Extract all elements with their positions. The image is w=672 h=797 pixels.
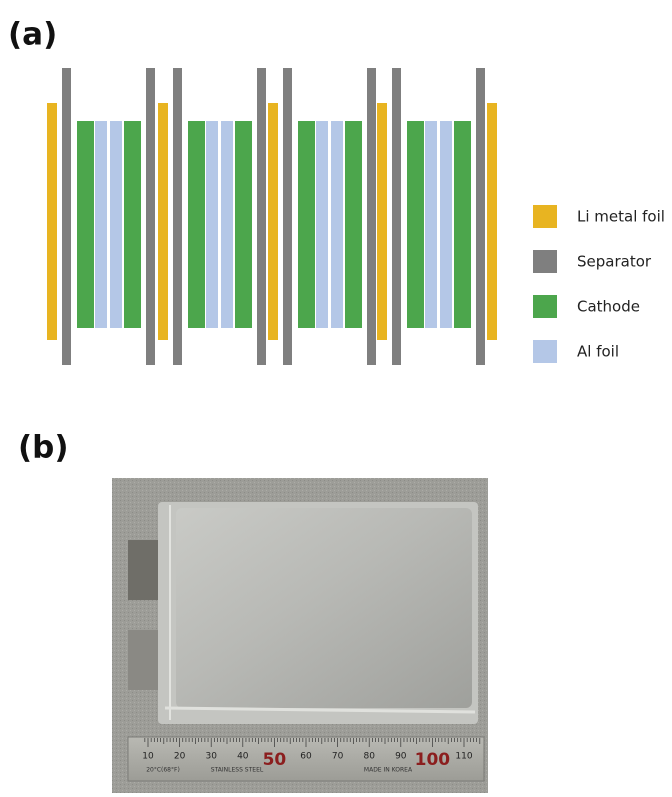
separator: [367, 68, 376, 365]
legend-swatch: [533, 340, 557, 363]
legend-label: Li metal foil: [577, 208, 665, 226]
li-foil: [487, 103, 497, 340]
cathode: [77, 121, 94, 328]
cathode: [345, 121, 362, 328]
separator: [257, 68, 266, 365]
li-foil: [158, 103, 168, 340]
cathode: [188, 121, 205, 328]
separator: [476, 68, 485, 365]
cathode: [454, 121, 471, 328]
ruler-number: 10: [142, 752, 154, 762]
al-foil: [206, 121, 218, 328]
panel-label: (a): [8, 17, 57, 53]
ruler-number: 20: [174, 752, 186, 762]
legend-swatch: [533, 295, 557, 318]
al-foil: [110, 121, 122, 328]
separator: [146, 68, 155, 365]
ruler-number: 60: [300, 752, 312, 762]
cell-stack: [47, 68, 497, 365]
ruler-text: STAINLESS STEEL: [211, 767, 264, 774]
li-foil: [47, 103, 57, 340]
legend-label: Cathode: [577, 298, 640, 316]
figure: (a) Li metal foil Separator Cathode Al foil…: [0, 0, 672, 793]
al-foil: [331, 121, 343, 328]
ruler-number: 30: [205, 752, 217, 762]
pouch-body: [176, 508, 472, 708]
ruler-number: 70: [332, 752, 344, 762]
cathode: [235, 121, 252, 328]
legend-swatch: [533, 250, 557, 273]
ruler-number: 80: [363, 752, 375, 762]
cathode: [124, 121, 141, 328]
ruler-text: 20°C(68°F): [146, 767, 180, 774]
legend-label: Al foil: [577, 343, 619, 361]
separator: [62, 68, 71, 365]
al-foil: [316, 121, 328, 328]
panel-label: (b): [18, 430, 69, 466]
photo: 10 20 30 40 50 60 70 80 90 100 110 20°C(68°F) STAINL…: [112, 478, 488, 793]
legend-label: Separator: [577, 253, 652, 271]
ruler-number: 40: [237, 752, 249, 762]
ruler-number: 110: [455, 752, 472, 762]
al-foil: [440, 121, 452, 328]
ruler-number: 50: [263, 750, 287, 770]
al-foil: [425, 121, 437, 328]
cathode: [298, 121, 315, 328]
legend: Li metal foil Separator Cathode Al foil: [533, 205, 665, 363]
li-foil: [377, 103, 387, 340]
li-foil: [268, 103, 278, 340]
al-foil: [221, 121, 233, 328]
ruler-number: 90: [395, 752, 407, 762]
ruler-number: 100: [415, 750, 451, 770]
separator: [392, 68, 401, 365]
al-foil: [95, 121, 107, 328]
ruler-text: MADE IN KOREA: [364, 767, 413, 774]
separator: [173, 68, 182, 365]
cathode: [407, 121, 424, 328]
separator: [283, 68, 292, 365]
legend-swatch: [533, 205, 557, 228]
